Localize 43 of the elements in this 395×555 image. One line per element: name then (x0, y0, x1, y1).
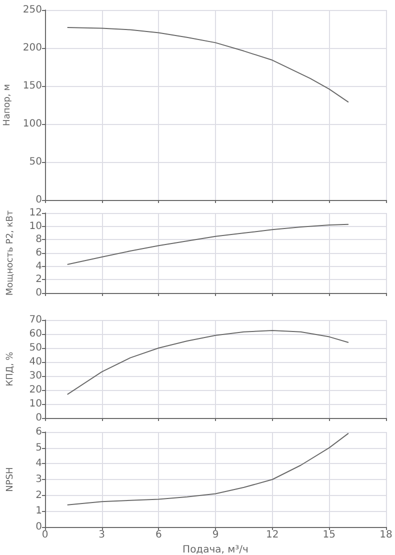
y-tick-label: 6 (36, 426, 42, 438)
y-tick-label: 4 (36, 260, 42, 272)
y-tick-label: 3 (36, 474, 42, 485)
y-tick-label: 0 (36, 288, 42, 298)
y-tick-label: 10 (29, 398, 42, 410)
y-tick-label: 40 (29, 356, 42, 368)
y-tick-label: 200 (22, 42, 42, 54)
y-tick-label: 50 (29, 156, 42, 168)
x-tick-label: 12 (266, 530, 279, 540)
y-tick-label: 100 (22, 118, 42, 130)
y-tick-label: 2 (36, 490, 42, 501)
y-tick-label: 0 (36, 412, 42, 424)
y-axis-title: Мощность P2, кВт (6, 210, 16, 296)
y-tick-label: 8 (36, 234, 42, 246)
x-tick-label: 9 (212, 530, 219, 540)
line-series (67, 224, 349, 265)
y-tick-label: 6 (36, 248, 42, 258)
y-tick-label: 70 (29, 314, 42, 326)
y-axis-title: Напор, м (2, 84, 13, 126)
y-tick-label: 30 (29, 370, 42, 382)
y-tick-label: 20 (29, 384, 42, 396)
y-tick-label: 250 (22, 4, 42, 16)
y-tick-label: 0 (36, 522, 42, 532)
line-series (67, 433, 349, 506)
y-axis-title: КПД, % (6, 351, 16, 386)
y-tick-label: 60 (29, 328, 42, 340)
y-tick-label: 50 (29, 342, 42, 354)
y-tick-label: 12 (29, 208, 42, 218)
x-tick-label: 6 (155, 530, 162, 540)
line-series (67, 330, 349, 395)
y-tick-label: 150 (22, 80, 42, 92)
x-tick-label: 18 (380, 530, 392, 540)
x-tick-label: 15 (322, 530, 336, 540)
y-tick-label: 1 (36, 506, 42, 517)
y-tick-label: 10 (29, 220, 42, 232)
y-tick-label: 0 (36, 194, 42, 206)
y-tick-label: 4 (36, 458, 42, 470)
y-tick-label: 5 (36, 442, 42, 454)
y-axis-title: NPSH (6, 467, 16, 492)
x-tick-label: 3 (98, 530, 106, 540)
x-axis-title: Подача, м³/ч (182, 544, 248, 555)
y-tick-label: 2 (36, 274, 42, 286)
line-series (67, 26, 349, 102)
